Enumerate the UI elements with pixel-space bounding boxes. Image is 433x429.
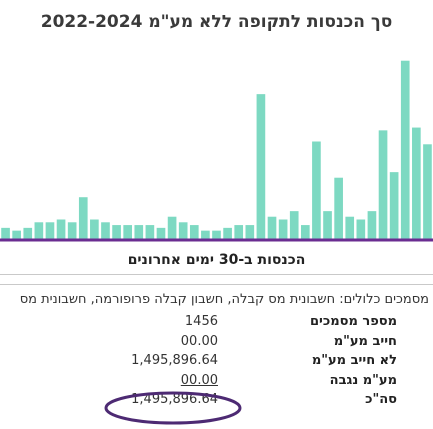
stat-value: 00.00 [180, 372, 218, 388]
bar-18 [201, 230, 210, 239]
included-documents-text: מסמכים כלולים: חשבונית מס קבלה, חשבון קב… [19, 292, 429, 307]
stat-value: 1,495,896.64 [131, 353, 218, 368]
stat-row-vat-collected: מע"מ נגבה 00.00 [0, 372, 433, 392]
stat-value: 1456 [184, 314, 218, 329]
bar-38 [423, 144, 432, 239]
bar-17 [189, 225, 199, 239]
chart-title: סך הכנסות לתקופה ללא מע"מ 2022-2024 [40, 12, 393, 32]
section-title: הכנסות ב-30 ימים אחרונים [127, 252, 306, 268]
bar-24 [267, 216, 277, 239]
stat-value-total: 1,495,896.64 [131, 392, 218, 407]
bar-12 [134, 225, 144, 239]
bar-0 [1, 227, 10, 239]
bar-37 [412, 127, 421, 239]
bar-8 [90, 219, 99, 239]
stat-row-total: סה"כ 1,495,896.64 [0, 391, 433, 411]
bar-23 [256, 94, 266, 239]
bar-36 [400, 60, 410, 240]
bar-13 [145, 225, 155, 239]
stat-label: חייב מע"מ [333, 333, 397, 349]
bar-9 [101, 222, 110, 239]
bar-20 [223, 227, 232, 239]
bar-25 [278, 219, 288, 239]
bar-11 [123, 225, 133, 239]
bar-4 [45, 222, 55, 239]
stat-value: 00.00 [180, 333, 218, 349]
stat-label: לא חייב מע"מ [311, 353, 397, 368]
bar-2 [23, 227, 33, 239]
bar-14 [156, 227, 166, 239]
bar-31 [345, 216, 355, 239]
stat-label: מספר מסמכים [309, 314, 397, 329]
stats-table: מספר מסמכים 1456 חייב מע"מ 00.00 לא חייב… [0, 313, 433, 411]
bar-28 [312, 141, 321, 239]
stat-label: מע"מ נגבה [329, 372, 397, 388]
bar-3 [34, 222, 44, 239]
bar-15 [167, 216, 177, 239]
bar-10 [112, 225, 121, 239]
stat-row-vat-exempt: לא חייב מע"מ 1,495,896.64 [0, 352, 433, 372]
bar-21 [234, 225, 244, 239]
bar-5 [56, 219, 66, 239]
bar-32 [356, 219, 366, 239]
section-divider-top [0, 274, 433, 275]
stat-row-documents: מספר מסמכים 1456 [0, 313, 433, 333]
stat-label: סה"כ [365, 392, 397, 407]
bar-30 [334, 177, 343, 239]
bar-22 [245, 225, 255, 239]
bar-19 [212, 230, 221, 239]
bar-6 [67, 222, 77, 239]
bar-chart [0, 60, 433, 242]
bar-29 [323, 211, 332, 239]
bar-27 [300, 225, 310, 239]
stat-row-vat-liable: חייב מע"מ 00.00 [0, 333, 433, 353]
bar-7 [78, 197, 88, 239]
bar-26 [289, 211, 299, 239]
bar-34 [378, 130, 388, 239]
bar-1 [12, 230, 21, 239]
bar-35 [389, 172, 399, 239]
bar-16 [178, 222, 188, 239]
bar-33 [367, 211, 377, 239]
section-divider-bottom [0, 284, 433, 285]
